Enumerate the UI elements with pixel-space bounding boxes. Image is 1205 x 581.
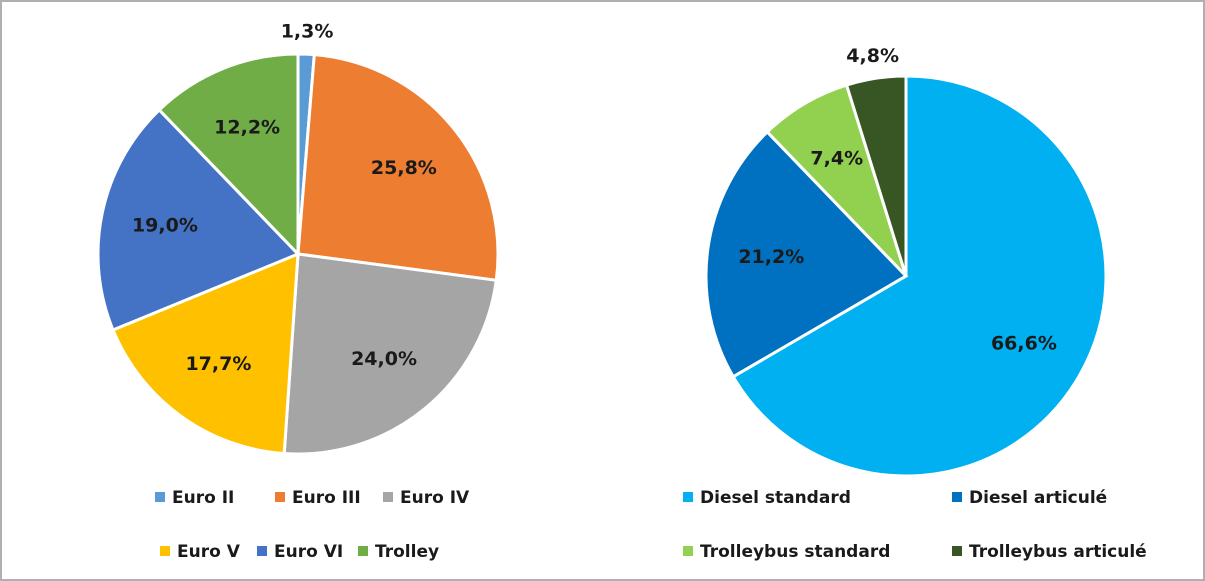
pie-slice	[844, 74, 908, 277]
legend-label: Euro VI	[274, 542, 343, 562]
data-label: 19,0%	[132, 215, 198, 237]
legend-swatch	[155, 492, 165, 502]
legend-label: Trolleybus standard	[700, 542, 890, 562]
data-label: 4,8%	[846, 45, 899, 67]
legend-swatch	[383, 492, 393, 502]
legend-swatch	[952, 492, 962, 502]
legend-label: Euro IV	[400, 488, 470, 508]
data-label: 21,2%	[738, 246, 804, 268]
legend-swatch	[358, 546, 368, 556]
pie-slice	[111, 251, 300, 456]
legend-swatch	[160, 546, 170, 556]
legend-label: Diesel standard	[700, 488, 851, 508]
pie-slice	[296, 53, 500, 282]
pie-slice	[282, 252, 498, 456]
data-label: 17,7%	[185, 353, 251, 375]
data-label: 25,8%	[371, 157, 437, 179]
data-label: 66,6%	[991, 332, 1057, 354]
data-label: 1,3%	[281, 21, 334, 43]
legend-label: Euro III	[292, 488, 361, 508]
legend-label: Euro V	[177, 542, 241, 562]
data-label: 24,0%	[351, 348, 417, 370]
pie-slice	[704, 129, 909, 379]
legend-swatch	[683, 492, 693, 502]
legend-label: Trolleybus articulé	[969, 542, 1147, 562]
legend-swatch	[952, 546, 962, 556]
legend-label: Diesel articulé	[969, 488, 1107, 508]
legend-swatch	[257, 546, 267, 556]
data-label: 12,2%	[214, 116, 280, 138]
pie-slice	[731, 74, 1108, 478]
legend-swatch	[683, 546, 693, 556]
legend-label: Trolley	[375, 542, 439, 562]
pie-slice	[96, 107, 301, 332]
pie-slice	[157, 52, 300, 258]
legend-label: Euro II	[172, 488, 234, 508]
legend-swatch	[275, 492, 285, 502]
data-label: 7,4%	[810, 147, 863, 169]
